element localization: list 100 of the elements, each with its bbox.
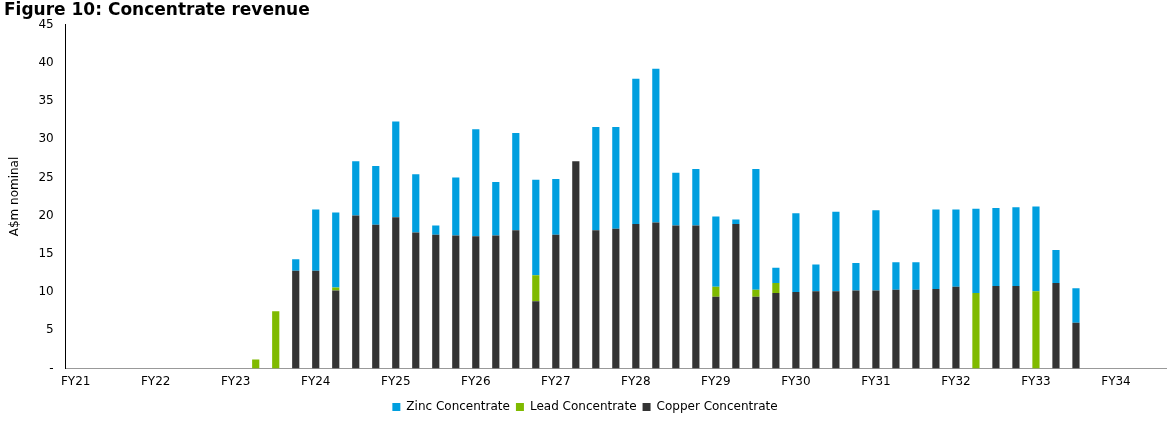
- bar: [1072, 322, 1080, 369]
- y-tick-label: 30: [38, 131, 54, 146]
- bar: [332, 290, 340, 369]
- bar: [452, 235, 460, 369]
- bar: [772, 282, 780, 293]
- bar: [692, 168, 700, 226]
- bar: [1032, 206, 1040, 292]
- chart-title: Figure 10: Concentrate revenue: [4, 0, 310, 19]
- bar: [892, 262, 900, 290]
- bar: [912, 262, 920, 290]
- y-tick-label: 5: [46, 322, 54, 337]
- bar: [972, 208, 980, 293]
- bar: [632, 224, 640, 369]
- bar: [852, 263, 860, 291]
- bar: [532, 275, 540, 302]
- bar: [352, 215, 360, 369]
- bar: [872, 290, 880, 369]
- y-tick-label: 25: [38, 169, 54, 184]
- bar: [812, 291, 820, 369]
- legend-label: Lead Concentrate: [529, 399, 637, 414]
- bar: [572, 161, 580, 369]
- bar: [872, 210, 880, 291]
- x-tick-label: FY21: [60, 373, 91, 388]
- x-tick-label: FY33: [1021, 373, 1051, 388]
- bar: [472, 236, 480, 369]
- bar: [612, 228, 620, 369]
- bar: [812, 264, 820, 292]
- bar: [592, 230, 600, 369]
- bar: [712, 216, 720, 287]
- bar: [932, 209, 940, 290]
- bar: [792, 213, 800, 293]
- x-tick-label: FY30: [781, 373, 811, 388]
- x-tick-label: FY25: [381, 373, 411, 388]
- y-tick-label: 10: [38, 284, 54, 299]
- bar: [752, 296, 760, 369]
- x-tick-label: FY26: [461, 373, 491, 388]
- bar: [772, 292, 780, 369]
- bar: [372, 224, 380, 369]
- bar: [492, 235, 500, 369]
- x-tick-label: FY24: [300, 373, 331, 388]
- x-tick-label: FY29: [701, 373, 731, 388]
- bar: [1052, 282, 1060, 369]
- bar: [672, 172, 680, 226]
- bar: [952, 209, 960, 287]
- bar: [452, 177, 460, 236]
- x-tick-label: FY27: [541, 373, 571, 388]
- bar: [1052, 250, 1060, 283]
- bar: [692, 225, 700, 369]
- x-tick-label: FY22: [140, 373, 171, 388]
- bar: [612, 126, 620, 229]
- bar: [1072, 288, 1080, 323]
- bar: [772, 267, 780, 283]
- bar: [972, 292, 980, 369]
- bar: [552, 234, 560, 369]
- y-tick-label: 40: [38, 54, 54, 69]
- bar: [852, 290, 860, 369]
- bar: [512, 133, 520, 231]
- bar: [332, 287, 340, 291]
- bar: [752, 289, 760, 297]
- bar: [532, 301, 540, 369]
- bar: [532, 179, 540, 276]
- bar: [632, 78, 640, 225]
- bar: [792, 292, 800, 369]
- y-tick-label: 15: [38, 245, 54, 260]
- bar: [352, 161, 360, 216]
- bar: [1012, 207, 1020, 286]
- y-tick-label: 20: [38, 207, 54, 222]
- y-tick-label: 45: [38, 16, 54, 31]
- legend-label: Zinc Concentrate: [406, 399, 510, 414]
- bar: [1032, 291, 1040, 369]
- bar: [712, 296, 720, 369]
- bar: [652, 222, 660, 369]
- bar: [892, 289, 900, 369]
- y-tick-label: 35: [38, 93, 54, 108]
- bar: [832, 291, 840, 369]
- bar: [292, 259, 300, 271]
- bar: [552, 178, 560, 235]
- x-tick-label: FY31: [861, 373, 891, 388]
- y-tick-label: -: [49, 360, 54, 375]
- bar: [392, 121, 400, 218]
- x-tick-label: FY34: [1101, 373, 1131, 388]
- bar: [492, 181, 500, 236]
- bar: [732, 219, 740, 225]
- bar: [592, 126, 600, 231]
- bar: [992, 285, 1000, 369]
- bar: [312, 209, 320, 271]
- bar: [332, 212, 340, 288]
- x-tick-label: FY32: [941, 373, 971, 388]
- x-tick-label: FY23: [220, 373, 251, 388]
- y-axis-title: A$m nominal: [7, 156, 22, 237]
- bar: [412, 174, 420, 233]
- bar: [752, 168, 760, 290]
- bar: [952, 286, 960, 369]
- legend-label: Copper Concentrate: [656, 399, 778, 414]
- bar: [912, 289, 920, 369]
- bar: [432, 225, 440, 235]
- x-tick-label: FY28: [621, 373, 651, 388]
- bar: [272, 311, 280, 369]
- bar: [392, 217, 400, 369]
- bar: [412, 232, 420, 369]
